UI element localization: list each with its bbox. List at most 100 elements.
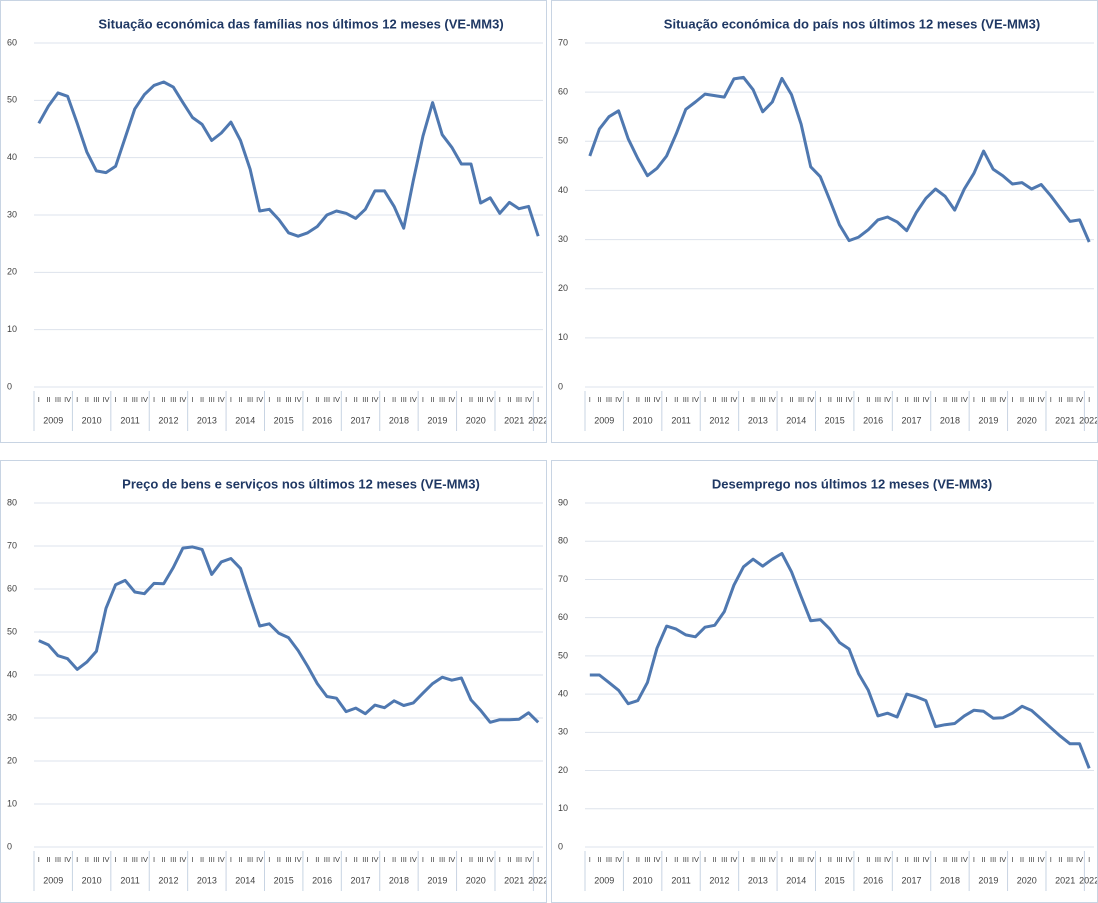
year-label: 2014: [786, 415, 806, 425]
x-tick-label: II: [713, 855, 717, 864]
year-label: 2012: [709, 415, 729, 425]
year-label: 2018: [389, 415, 409, 425]
x-tick-label: I: [383, 855, 385, 864]
x-tick-label: I: [153, 855, 155, 864]
x-tick-label: II: [597, 855, 601, 864]
x-tick-label: IV: [999, 855, 1006, 864]
x-tick-label: II: [392, 855, 396, 864]
x-tick-label: I: [704, 395, 706, 404]
x-tick-label: I: [1088, 855, 1090, 864]
x-tick-label: IV: [218, 395, 225, 404]
year-label: 2014: [786, 875, 806, 885]
year-label: 2017: [351, 415, 371, 425]
x-tick-label: IV: [1076, 395, 1083, 404]
x-tick-label: III: [55, 855, 61, 864]
x-tick-label: II: [392, 395, 396, 404]
x-tick-label: IV: [448, 855, 455, 864]
x-tick-label: II: [981, 395, 985, 404]
y-tick-label: 10: [558, 332, 568, 342]
x-tick-label: III: [285, 855, 291, 864]
x-tick-label: III: [1067, 395, 1073, 404]
x-tick-label: III: [93, 855, 99, 864]
x-tick-label: IV: [922, 395, 929, 404]
x-tick-label: III: [952, 855, 958, 864]
x-tick-label: IV: [64, 395, 71, 404]
x-tick-label: IV: [141, 395, 148, 404]
y-tick-label: 30: [7, 209, 17, 219]
x-tick-label: I: [307, 855, 309, 864]
x-tick-label: I: [934, 855, 936, 864]
x-tick-label: II: [597, 395, 601, 404]
x-tick-label: II: [315, 855, 319, 864]
y-tick-label: 0: [7, 381, 12, 391]
x-tick-label: II: [277, 855, 281, 864]
x-tick-label: III: [683, 395, 689, 404]
x-tick-label: III: [875, 395, 881, 404]
year-label: 2019: [978, 875, 998, 885]
year-label: 2011: [671, 875, 690, 885]
year-label: 2018: [389, 875, 409, 885]
x-tick-label: III: [55, 395, 61, 404]
year-label: 2022: [1079, 875, 1098, 885]
x-tick-label: IV: [807, 395, 814, 404]
x-tick-label: III: [644, 395, 650, 404]
x-tick-label: I: [383, 395, 385, 404]
x-tick-label: III: [209, 855, 215, 864]
y-tick-label: 60: [7, 37, 17, 47]
x-tick-label: II: [674, 395, 678, 404]
x-tick-label: II: [469, 395, 473, 404]
year-label: 2022: [528, 415, 547, 425]
x-tick-label: IV: [807, 855, 814, 864]
x-tick-label: II: [943, 395, 947, 404]
x-tick-label: I: [858, 855, 860, 864]
year-label: 2012: [158, 415, 178, 425]
x-tick-label: III: [990, 395, 996, 404]
x-tick-label: III: [683, 855, 689, 864]
x-tick-label: I: [1050, 395, 1052, 404]
x-tick-label: II: [200, 395, 204, 404]
y-tick-label: 0: [558, 841, 563, 851]
x-tick-label: IV: [961, 395, 968, 404]
x-tick-label: I: [896, 395, 898, 404]
x-tick-label: III: [132, 855, 138, 864]
year-label: 2011: [120, 875, 139, 885]
x-tick-label: II: [354, 395, 358, 404]
x-tick-label: II: [905, 395, 909, 404]
x-tick-label: II: [162, 855, 166, 864]
x-tick-label: I: [38, 395, 40, 404]
chart: Situação económica das famílias nos últi…: [0, 0, 547, 443]
x-tick-label: IV: [64, 855, 71, 864]
x-tick-label: I: [973, 855, 975, 864]
x-tick-label: I: [704, 855, 706, 864]
x-tick-label: I: [1088, 395, 1090, 404]
x-tick-label: IV: [295, 855, 302, 864]
y-tick-label: 10: [558, 803, 568, 813]
y-tick-label: 60: [558, 87, 568, 97]
data-line: [589, 552, 1091, 769]
y-tick-label: 50: [558, 650, 568, 660]
x-tick-label: III: [760, 395, 766, 404]
year-label: 2021: [1055, 875, 1075, 885]
x-tick-label: I: [115, 855, 117, 864]
x-tick-label: III: [247, 395, 253, 404]
x-tick-label: III: [477, 855, 483, 864]
y-tick-label: 30: [558, 727, 568, 737]
x-tick-label: I: [38, 855, 40, 864]
year-label: 2020: [466, 415, 486, 425]
x-tick-label: IV: [256, 855, 263, 864]
year-label: 2015: [825, 415, 845, 425]
x-tick-label: IV: [884, 395, 891, 404]
year-label: 2010: [633, 875, 653, 885]
x-tick-label: II: [789, 395, 793, 404]
x-tick-label: II: [85, 395, 89, 404]
y-tick-label: 80: [558, 536, 568, 546]
x-tick-label: II: [507, 395, 511, 404]
year-label: 2022: [1079, 415, 1098, 425]
x-tick-label: I: [742, 855, 744, 864]
x-tick-label: II: [315, 395, 319, 404]
year-label: 2014: [235, 875, 255, 885]
x-tick-label: II: [943, 855, 947, 864]
x-tick-label: I: [627, 855, 629, 864]
year-label: 2019: [427, 415, 447, 425]
x-tick-label: I: [1050, 855, 1052, 864]
